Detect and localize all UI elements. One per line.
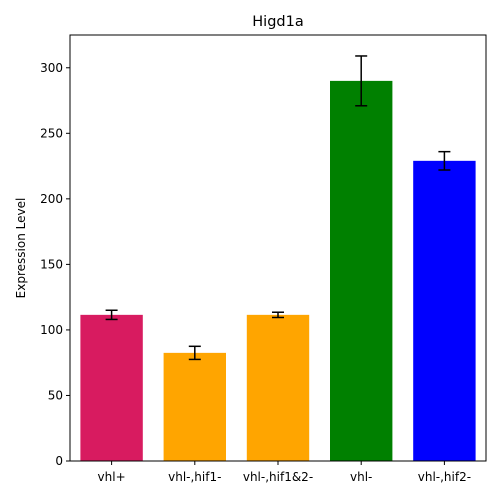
y-tick-label-0: 0: [55, 454, 63, 468]
y-tick-label-3: 150: [40, 257, 63, 271]
bar-1: [163, 352, 226, 461]
x-tick-label-1: vhl-,hif1-: [168, 470, 221, 484]
y-tick-label-4: 200: [40, 192, 63, 206]
x-tick-label-2: vhl-,hif1&2-: [243, 470, 313, 484]
y-axis-title: Expression Level: [14, 198, 28, 299]
y-tick-label-2: 100: [40, 323, 63, 337]
x-tick-label-0: vhl+: [98, 470, 126, 484]
x-axis-ticks: vhl+ vhl-,hif1- vhl-,hif1&2- vhl-vhl-,hif2-: [98, 461, 471, 484]
chart-title: Higd1a: [252, 14, 303, 30]
y-tick-label-5: 250: [40, 126, 63, 140]
y-tick-label-1: 50: [48, 388, 63, 402]
bar-3: [330, 80, 393, 461]
x-tick-label-3: vhl-: [350, 470, 372, 484]
bar-4: [413, 160, 476, 461]
y-axis-ticks: 0 50 100 150 200 250 300: [40, 61, 70, 468]
bar-2: [246, 314, 310, 461]
bar-0: [80, 314, 143, 461]
y-tick-label-6: 300: [40, 61, 63, 75]
error-bars-layer: [105, 55, 451, 361]
bars-layer: [80, 80, 476, 461]
x-tick-label-4: vhl-,hif2-: [418, 470, 471, 484]
